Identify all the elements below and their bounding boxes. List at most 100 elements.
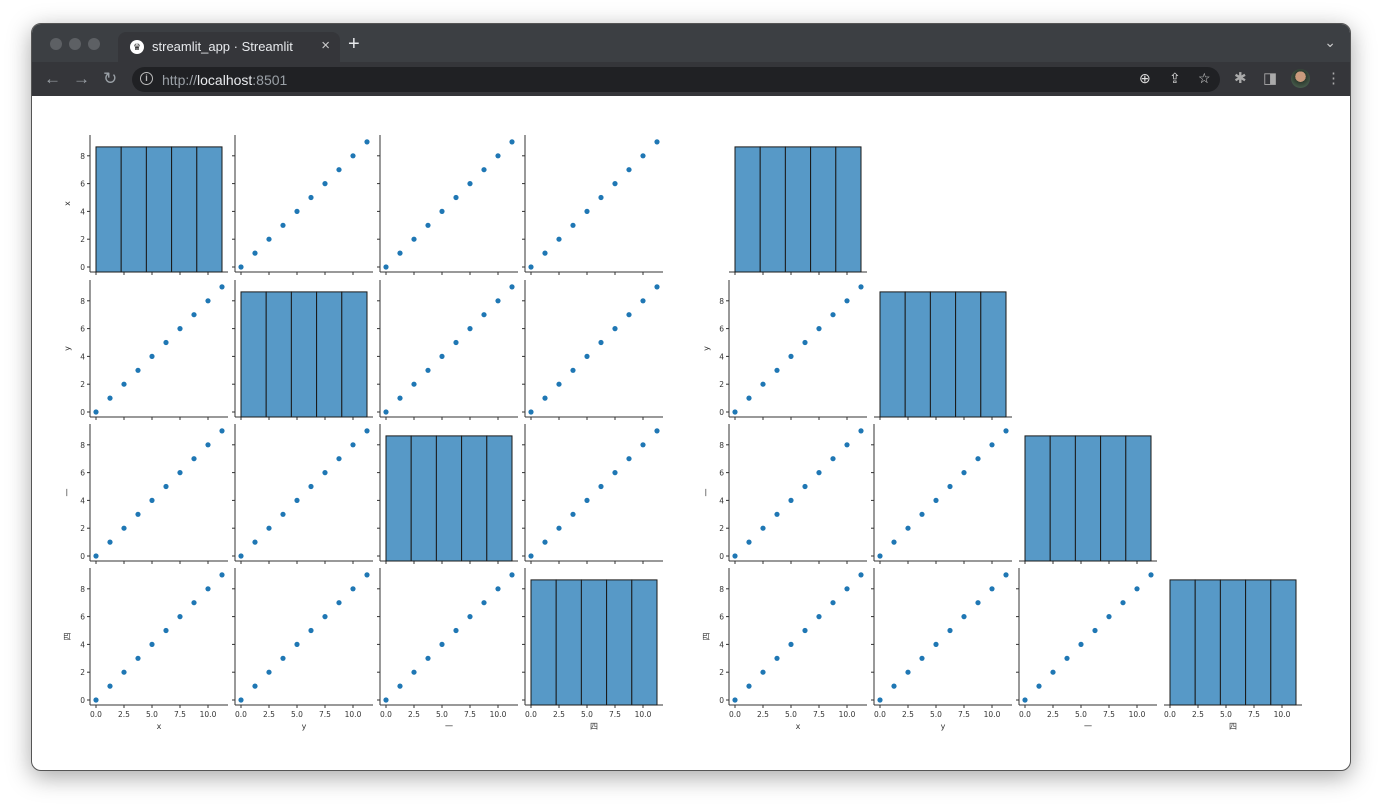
tab-search-chevron-icon[interactable]: ⌄ — [1324, 34, 1336, 50]
scatter-point — [1120, 600, 1126, 606]
scatter-point — [383, 697, 389, 703]
panel-四-vs-四: 0.0 2.5 5.0 7.5 10.0 四 — [1164, 579, 1302, 731]
reload-icon[interactable]: ↻ — [103, 69, 118, 88]
scatter-point — [149, 353, 155, 359]
scatter-point — [612, 470, 618, 476]
scatter-point — [919, 511, 925, 517]
zoom-icon[interactable]: ⊕ — [1139, 70, 1151, 86]
y-tick-label: 2 — [719, 668, 724, 677]
x-tick-label: 0.0 — [1164, 710, 1176, 719]
scatter-point — [816, 470, 822, 476]
scatter-point — [556, 381, 562, 387]
scatter-point — [453, 194, 459, 201]
scatter-point — [933, 497, 939, 503]
x-axis-label: 四 — [1229, 722, 1237, 731]
panel-四-vs-y: 0.0 2.5 5.0 7.5 10.0 y — [232, 568, 373, 731]
y-tick-label: 6 — [80, 613, 85, 622]
scatter-point — [280, 655, 286, 661]
share-icon[interactable]: ⇪ — [1169, 70, 1181, 86]
scatter-point — [877, 697, 883, 703]
maximize-window-button[interactable] — [88, 38, 100, 50]
y-axis-label: y — [702, 346, 711, 351]
browser-tab[interactable]: ♛ streamlit_app · Streamlit × — [118, 32, 340, 62]
histogram-bar — [759, 146, 786, 273]
scatter-point — [238, 264, 244, 270]
histogram-bar — [1194, 579, 1221, 706]
scatter-point — [760, 525, 766, 531]
scatter-point — [252, 539, 258, 545]
scatter-point — [191, 312, 197, 318]
profile-avatar[interactable] — [1291, 69, 1310, 88]
scatter-point — [481, 312, 487, 318]
scatter-point — [1134, 586, 1140, 592]
histogram-bar — [196, 146, 223, 273]
y-tick-label: 8 — [80, 297, 85, 306]
scatter-point — [350, 153, 356, 159]
scatter-point — [322, 614, 328, 620]
x-tick-label: 7.5 — [958, 710, 970, 719]
minimize-window-button[interactable] — [69, 38, 81, 50]
histogram-bar — [240, 291, 267, 418]
back-arrow-icon[interactable]: ← — [44, 69, 61, 88]
histogram-bar — [530, 579, 557, 706]
histogram-bar — [461, 435, 488, 562]
scatter-point — [584, 208, 590, 214]
x-tick-label: 5.0 — [581, 710, 593, 719]
scatter-point — [135, 655, 141, 661]
scatter-point — [774, 511, 780, 517]
scatter-point — [844, 442, 850, 448]
bookmark-star-icon[interactable]: ☆ — [1198, 70, 1211, 86]
scatter-point — [570, 367, 576, 373]
x-tick-label: 5.0 — [1220, 710, 1232, 719]
scatter-point — [266, 669, 272, 675]
scatter-point — [1003, 572, 1009, 578]
scatter-point — [612, 181, 618, 187]
extensions-puzzle-icon[interactable]: ✱ — [1234, 70, 1247, 87]
y-tick-label: 0 — [80, 696, 85, 705]
scatter-point — [788, 641, 794, 648]
y-axis-label: 一 — [702, 489, 711, 497]
panel-y-vs-x: 0 2 4 6 8 y — [63, 280, 228, 420]
histogram-bar — [120, 146, 147, 273]
histogram-bar — [929, 291, 957, 418]
address-bar[interactable]: i http://localhost:8501 ⊕ ⇪ ☆ — [132, 67, 1220, 92]
histogram-bar — [385, 435, 412, 562]
streamlit-crown-icon: ♛ — [130, 40, 144, 54]
x-tick-label: 0.0 — [874, 710, 886, 719]
x-tick-label: 2.5 — [553, 710, 565, 719]
close-window-button[interactable] — [50, 38, 62, 50]
scatter-point — [844, 586, 850, 592]
scatter-point — [177, 614, 183, 620]
scatter-point — [598, 339, 604, 346]
scatter-point — [397, 395, 403, 401]
x-tick-label: 0.0 — [235, 710, 247, 719]
site-info-icon[interactable]: i — [140, 72, 153, 85]
x-axis-label: x — [157, 722, 162, 731]
tab-title: streamlit_app · Streamlit — [152, 39, 293, 54]
panel-x-vs-一 — [377, 135, 518, 275]
y-tick-label: 2 — [719, 380, 724, 389]
scatter-point — [528, 264, 534, 270]
y-tick-label: 4 — [719, 496, 724, 505]
side-panel-icon[interactable]: ◨ — [1263, 70, 1278, 87]
histogram-bar — [835, 146, 862, 273]
close-tab-icon[interactable]: × — [321, 37, 330, 54]
scatter-point — [383, 409, 389, 415]
scatter-point — [364, 428, 370, 434]
scatter-point — [788, 497, 794, 503]
y-tick-label: 0 — [719, 696, 724, 705]
scatter-point — [219, 572, 225, 578]
scatter-point — [626, 167, 632, 173]
forward-arrow-icon[interactable]: → — [73, 69, 90, 88]
histogram-bar — [606, 579, 633, 706]
scatter-point — [961, 470, 967, 476]
x-axis-label: 四 — [590, 722, 598, 731]
scatter-point — [542, 395, 548, 401]
new-tab-button[interactable]: + — [348, 33, 360, 55]
menu-kebab-icon[interactable]: ⋮ — [1326, 70, 1341, 87]
y-tick-label: 8 — [719, 585, 724, 594]
url-text[interactable]: http://localhost:8501 — [162, 72, 287, 88]
scatter-point — [556, 236, 562, 242]
histogram-bar — [879, 291, 906, 418]
scatter-point — [760, 669, 766, 675]
